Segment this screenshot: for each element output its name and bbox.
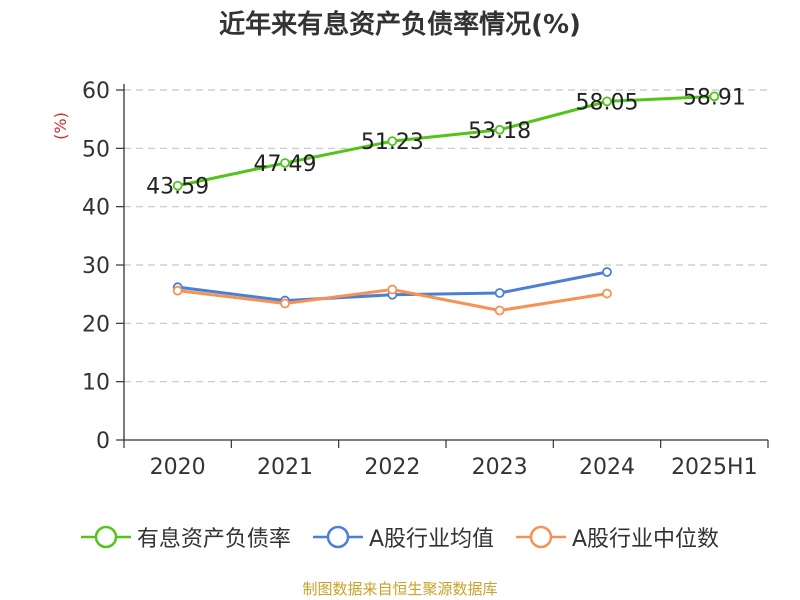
data-point-0-3 <box>494 124 505 135</box>
data-point-2-1 <box>280 298 290 309</box>
y-tick-label-6: 60 <box>82 79 110 104</box>
y-tick-label-3: 30 <box>82 254 110 279</box>
series-line-0 <box>177 94 715 188</box>
legend-marker-icon <box>80 525 131 549</box>
data-point-0-2 <box>387 136 398 147</box>
x-tick-label-2: 2022 <box>364 455 420 480</box>
x-tick-label-0: 2020 <box>150 455 206 480</box>
legend-marker-icon <box>312 525 363 549</box>
y-tick-label-1: 10 <box>82 371 110 396</box>
data-point-0-1 <box>280 158 290 168</box>
y-tick-label-4: 40 <box>82 196 110 221</box>
legend: 有息资产负债率 A股行业均值 A股行业中位数 <box>0 520 800 554</box>
data-point-2-0 <box>172 285 183 296</box>
data-point-0-4 <box>602 96 612 107</box>
data-point-1-4 <box>602 267 612 277</box>
legend-label: 有息资产负债率 <box>136 527 291 552</box>
line-chart: 0 10 20 30 40 50 60 (%) 2020 2021 2022 2023 2024 2025… <box>51 79 769 480</box>
legend-item-series-0[interactable]: 有息资产负债率 <box>80 521 291 553</box>
y-axis-label: (%) <box>51 112 70 140</box>
legend-item-series-1[interactable]: A股行业均值 <box>312 521 494 553</box>
x-tick-label-4: 2024 <box>579 455 635 480</box>
data-label-0-0: 43.59 <box>146 175 209 200</box>
chart-title: 近年来有息资产负债率情况(%) <box>219 10 581 40</box>
x-tick-label-3: 2023 <box>472 455 528 480</box>
legend-item-series-2[interactable]: A股行业中位数 <box>516 521 719 553</box>
y-tick-label-0: 0 <box>96 429 110 454</box>
legend-label: A股行业均值 <box>368 527 494 552</box>
data-point-0-5 <box>709 91 720 102</box>
x-tick-label-5: 2025H1 <box>671 455 758 480</box>
data-point-2-3 <box>494 305 505 316</box>
legend-marker-icon <box>516 525 566 549</box>
legend-label: A股行业中位数 <box>572 527 720 552</box>
data-label-0-2: 51.23 <box>361 130 424 155</box>
data-point-0-0 <box>172 180 183 191</box>
x-tick-label-1: 2021 <box>257 455 313 480</box>
source-note: 制图数据来自恒生聚源数据库 <box>302 580 498 598</box>
data-label-0-5: 58.91 <box>683 85 746 110</box>
data-point-2-4 <box>602 288 612 299</box>
data-label-0-1: 47.49 <box>254 152 317 177</box>
data-point-2-2 <box>387 284 398 295</box>
data-label-0-3: 53.18 <box>468 119 531 144</box>
data-label-0-4: 58.05 <box>576 90 639 115</box>
y-tick-label-5: 50 <box>82 137 110 162</box>
y-tick-label-2: 20 <box>82 312 110 337</box>
data-point-1-3 <box>494 288 505 298</box>
